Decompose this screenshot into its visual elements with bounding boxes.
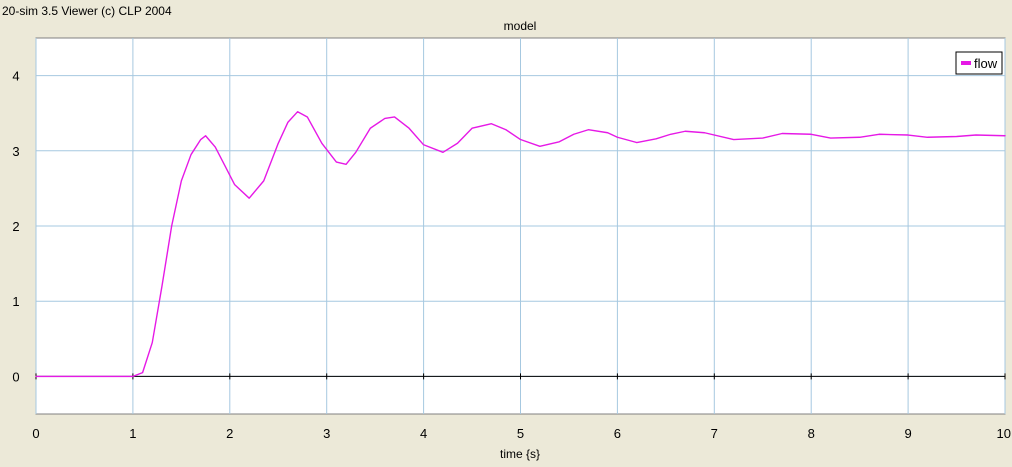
y-tick-label-3: 3	[12, 144, 19, 159]
x-tick-label-7: 7	[711, 426, 718, 441]
x-tick-label-4: 4	[420, 426, 427, 441]
series-line-flow	[35, 111, 1006, 378]
window-caption: 20-sim 3.5 Viewer (c) CLP 2004	[2, 4, 172, 18]
x-tick-label-3: 3	[323, 426, 330, 441]
chart-title: model	[504, 19, 537, 33]
y-tick-label-4: 4	[12, 69, 19, 84]
x-tick-label-5: 5	[517, 426, 524, 441]
x-tick-label-1: 1	[129, 426, 136, 441]
legend: flow	[955, 51, 1003, 75]
x-tick-label-6: 6	[614, 426, 621, 441]
x-tick-labels: 0 1 2 3 4 5 6 7 8 9 10	[32, 426, 1011, 441]
y-tick-label-0: 0	[12, 369, 19, 384]
zero-axis	[35, 373, 1006, 380]
x-tick-label-0: 0	[32, 426, 39, 441]
x-tick-label-10: 10	[997, 426, 1011, 441]
y-tick-label-1: 1	[12, 294, 19, 309]
x-tick-label-2: 2	[226, 426, 233, 441]
y-tick-label-2: 2	[12, 219, 19, 234]
x-tick-label-8: 8	[808, 426, 815, 441]
x-axis-label: time {s}	[500, 447, 540, 461]
legend-label-flow: flow	[974, 56, 998, 71]
grid-lines	[35, 38, 1006, 414]
legend-frame	[955, 51, 1003, 75]
y-tick-labels: 0 1 2 3 4	[12, 69, 19, 385]
x-tick-label-9: 9	[904, 426, 911, 441]
series-layer	[35, 111, 1006, 378]
legend-swatch-flow	[961, 61, 971, 65]
